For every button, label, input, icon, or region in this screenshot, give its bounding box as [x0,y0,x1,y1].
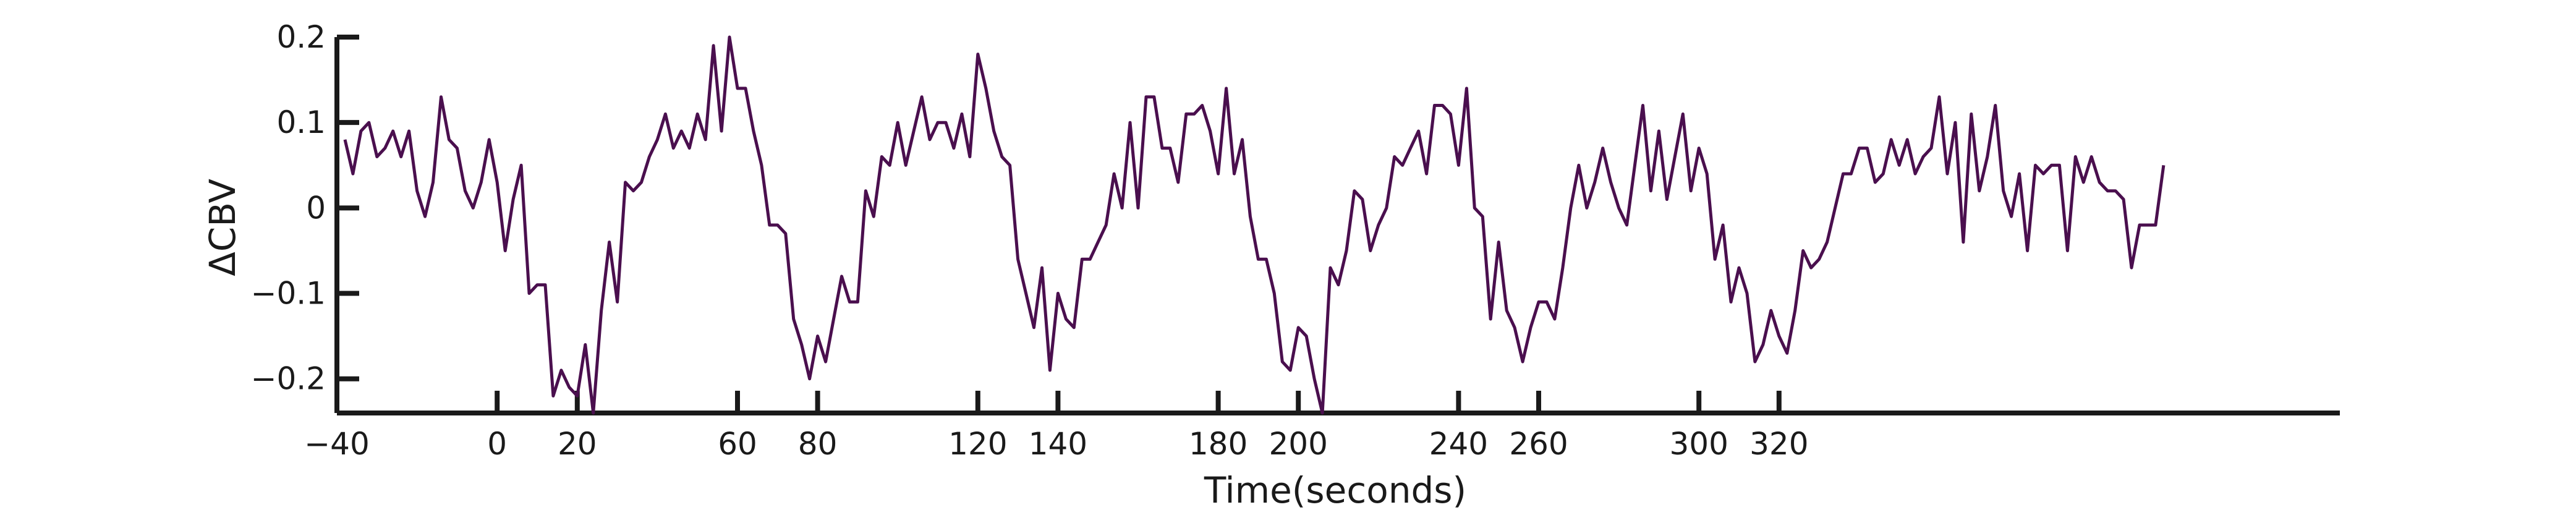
y-axis-title: ΔCBV [202,179,244,276]
x-tick-label: 0 [487,426,507,462]
x-tick-label: 20 [558,426,597,462]
x-tick-label: 260 [1509,426,1568,462]
x-tick-label: 120 [948,426,1007,462]
y-axis-ticks: 0.2 0.1 0 −0.1 −0.2 [251,19,359,397]
x-tick-label: 320 [1749,426,1808,462]
y-tick-label: −0.2 [251,361,326,397]
series-layer [343,35,2166,415]
x-tick-label: 200 [1269,426,1327,462]
x-axis-title: Time(seconds) [1204,469,1466,511]
series-line [343,35,2166,415]
x-tick-label: 80 [798,426,838,462]
x-tick-label: 180 [1189,426,1248,462]
x-tick-label: 240 [1429,426,1488,462]
x-tick-label: 300 [1669,426,1728,462]
axes [334,37,2340,415]
y-tick-label: 0.1 [276,104,326,140]
y-tick-label: 0 [306,190,326,226]
x-axis-ticks: −40 0 20 60 80 120 140 180 200 240 260 300 320 [304,391,1809,462]
x-tick-label: −40 [304,426,370,462]
x-tick-label: 60 [718,426,757,462]
y-tick-label: 0.2 [276,19,326,55]
y-tick-label: −0.1 [251,276,326,312]
x-tick-label: 140 [1029,426,1087,462]
